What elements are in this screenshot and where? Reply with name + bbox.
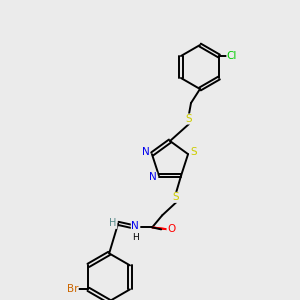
Text: O: O <box>167 224 175 234</box>
Text: Br: Br <box>67 284 78 294</box>
Text: N: N <box>142 147 150 157</box>
Text: S: S <box>173 192 179 203</box>
Text: Cl: Cl <box>227 51 237 61</box>
Text: S: S <box>191 147 197 157</box>
Text: N: N <box>149 172 157 182</box>
Text: S: S <box>186 114 192 124</box>
Text: H: H <box>110 218 117 228</box>
Text: H: H <box>132 233 139 242</box>
Text: N: N <box>131 221 139 231</box>
